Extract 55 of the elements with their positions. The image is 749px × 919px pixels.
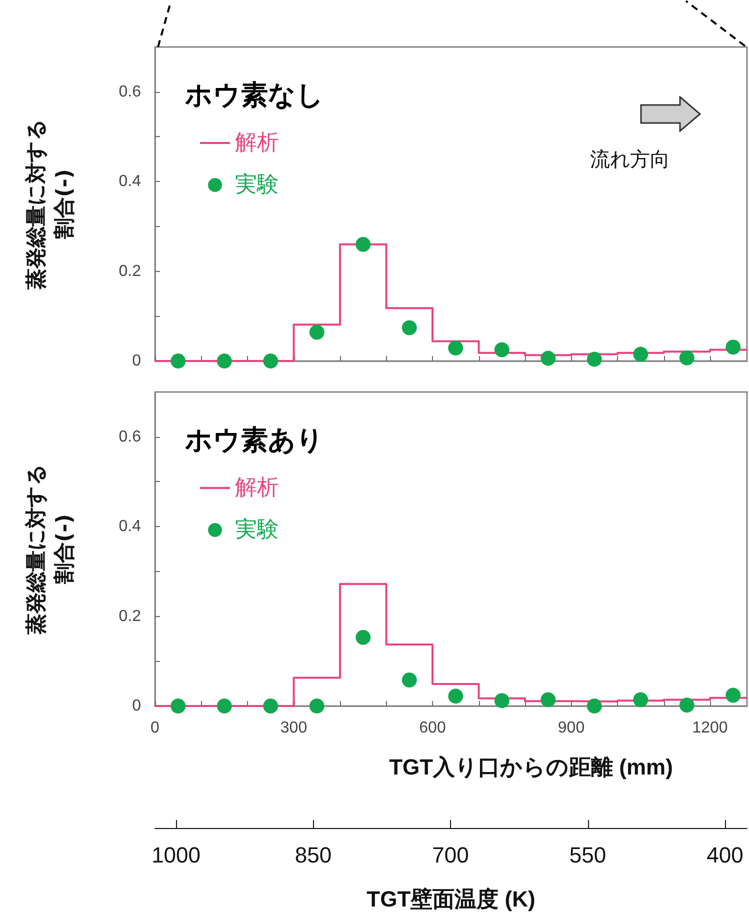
x2-tick-label: 850: [294, 842, 332, 868]
point: [494, 342, 510, 358]
x2-tick-label: 1000: [152, 842, 201, 868]
y-tick-label: 0.4: [118, 173, 142, 190]
x-tick-label: 600: [419, 720, 446, 736]
point: [309, 324, 324, 340]
x-tick-label: 0: [150, 720, 160, 736]
point: [726, 688, 741, 703]
x2-tick-label: 700: [432, 842, 469, 868]
point: [494, 693, 510, 708]
y-tick-label: 0.2: [118, 608, 142, 625]
x-tick-label: 300: [280, 720, 308, 736]
legend-label: 実験: [235, 518, 279, 542]
point: [356, 236, 371, 252]
point: [448, 340, 464, 356]
point: [216, 698, 232, 714]
point: [170, 354, 186, 368]
annotation: 流れ方向: [590, 146, 670, 173]
y-axis-title: 蒸発総量に対する割合(-): [23, 118, 77, 292]
legend-label: 解析: [235, 476, 279, 500]
x2-tick-label: 400: [706, 842, 744, 868]
x2-tick-label: 550: [569, 842, 606, 868]
y-tick-label: 0: [132, 352, 142, 370]
point: [402, 320, 417, 336]
point: [633, 692, 648, 708]
x-axis-title: TGT入り口からの距離 (mm): [389, 754, 673, 780]
y-tick-label: 0: [132, 698, 142, 714]
x2-axis-title: TGT壁面温度 (K): [366, 886, 536, 912]
point: [540, 350, 556, 366]
point: [448, 688, 464, 704]
point: [586, 698, 602, 714]
text: ホウ素あり: [184, 425, 324, 456]
point: [309, 698, 324, 714]
point: [263, 698, 278, 714]
y-tick-label: 0.6: [118, 428, 142, 446]
point: [170, 698, 186, 714]
y-tick-label: 0.2: [118, 262, 142, 280]
point: [726, 340, 741, 355]
point: [679, 698, 694, 713]
point: [633, 346, 648, 362]
point: [402, 672, 417, 688]
y-axis-title: 蒸発総量に対する割合(-): [23, 462, 77, 637]
point: [216, 354, 232, 368]
y-tick-label: 0.6: [118, 83, 142, 100]
x-tick-label: 1200: [692, 720, 728, 736]
point: [679, 350, 694, 366]
point: [263, 354, 278, 368]
point: [586, 352, 602, 367]
legend-label: 実験: [235, 172, 279, 198]
y-tick-label: 0.4: [118, 518, 142, 536]
x-tick-label: 900: [558, 720, 585, 736]
point: [540, 692, 556, 708]
legend-label: 解析: [235, 130, 279, 156]
text: ホウ素なし: [184, 80, 324, 111]
point: [356, 630, 371, 645]
